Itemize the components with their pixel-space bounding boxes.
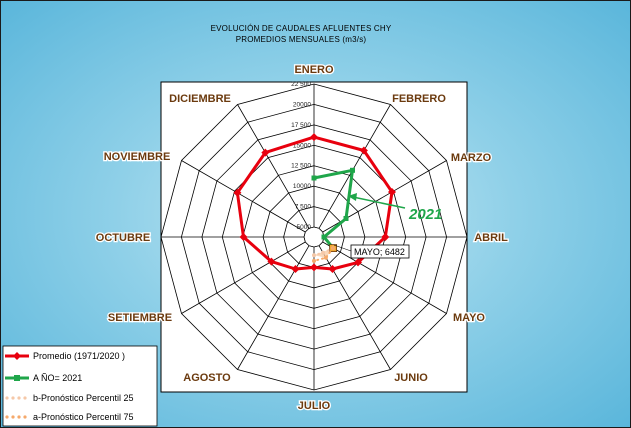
data-point <box>321 234 327 240</box>
grid-spoke <box>237 245 310 370</box>
legend-swatch-dot <box>5 396 9 400</box>
grid-spoke <box>318 104 391 229</box>
radar-grid <box>160 83 468 391</box>
data-point <box>331 246 336 251</box>
callout-leader <box>333 244 352 252</box>
category-label: ABRIL <box>474 232 508 244</box>
grid-spoke <box>181 160 306 233</box>
legend-label: b-Pronóstico Percentil 25 <box>33 393 134 403</box>
year-annotation-arrow <box>352 196 406 209</box>
radial-tick-label: 10000 <box>293 183 311 190</box>
series-4 <box>312 246 336 263</box>
data-point <box>323 255 328 260</box>
category-label: MARZO <box>451 152 492 164</box>
data-point <box>359 146 368 155</box>
legend-swatch-marker <box>13 352 21 360</box>
chart-subtitle: PROMEDIOS MENSUALES (m3/s) <box>236 35 367 44</box>
data-point <box>388 188 396 196</box>
legend-swatch-marker <box>14 375 20 381</box>
legend-swatch-dot <box>5 415 9 419</box>
data-point <box>381 233 390 241</box>
callout-box <box>350 244 410 259</box>
legend-entry: b-Pronóstico Percentil 25 <box>5 393 134 403</box>
legend-box <box>2 345 158 427</box>
grid-spoke <box>318 245 391 370</box>
grid-spoke <box>322 241 447 314</box>
legend: Promedio (1971/2020 ) A ÑO= 2021 b-Pronóst… <box>2 345 158 427</box>
data-point <box>310 263 318 272</box>
category-label: AGOSTO <box>183 372 231 384</box>
category-label: JULIO <box>298 400 331 412</box>
series-1 <box>233 133 396 273</box>
category-label: ENERO <box>294 64 334 76</box>
category-label: SETIEMBRE <box>108 312 172 324</box>
chart-title: EVOLUCIÓN DE CAUDALES AFLUENTES CHY <box>211 24 392 33</box>
radial-tick-label: 12 500 <box>291 163 311 170</box>
legend-entry: a-Pronóstico Percentil 75 <box>5 412 134 422</box>
series-layer <box>233 133 396 273</box>
legend-label: A ÑO= 2021 <box>33 373 82 383</box>
radial-tick-label: 22 500 <box>291 81 311 88</box>
callout-label: MAYO; 6482 <box>354 247 405 257</box>
data-point <box>328 265 337 273</box>
legend-label: a-Pronóstico Percentil 75 <box>33 412 134 422</box>
data-point <box>350 167 355 173</box>
radial-tick-label: 20000 <box>293 101 311 108</box>
legend-label: Promedio (1971/2020 ) <box>33 351 125 361</box>
data-point <box>312 253 316 258</box>
legend-swatch-dot <box>23 396 27 400</box>
grid-spoke <box>237 104 310 229</box>
grid-spoke <box>181 241 306 314</box>
category-label: FEBRERO <box>392 93 446 105</box>
data-point <box>343 216 349 221</box>
data-point <box>354 258 362 267</box>
legend-swatch-dot <box>17 415 21 419</box>
data-point <box>267 257 276 266</box>
legend-swatch-dot <box>23 415 27 419</box>
year-annotation-arrowhead <box>348 193 357 201</box>
data-point <box>233 188 242 197</box>
data-point <box>261 148 270 157</box>
data-point <box>239 233 248 241</box>
chart-titles: EVOLUCIÓN DE CAUDALES AFLUENTES CHY PROM… <box>211 24 392 44</box>
radial-tick-label: 17 500 <box>291 122 311 129</box>
legend-entry: Promedio (1971/2020 ) <box>5 351 125 361</box>
data-point <box>312 258 316 263</box>
data-point <box>291 265 300 273</box>
category-label: DICIEMBRE <box>169 93 231 105</box>
radial-tick-label: 15000 <box>293 142 311 149</box>
legend-swatch-dot <box>17 396 21 400</box>
radial-tick-label: 5000 <box>297 224 312 231</box>
data-point <box>321 250 326 255</box>
year-annotation: 2021 <box>348 193 442 223</box>
radial-axis-ticks: 22 500 20000 17 500 15000 12 500 10000 7 500 50… <box>291 81 311 231</box>
legend-entry: A ÑO= 2021 <box>5 373 82 383</box>
callout: MAYO; 6482 <box>333 244 410 259</box>
data-point <box>310 133 318 142</box>
category-label: JUNIO <box>394 372 428 384</box>
data-point <box>311 175 317 181</box>
radial-tick-label: 7 500 <box>295 204 312 211</box>
category-label: MAYO <box>453 312 485 324</box>
legend-swatch-dot <box>11 415 15 419</box>
legend-swatch-dot <box>11 396 15 400</box>
category-labels: ENERO FEBRERO MARZO ABRIL MAYO JUNIO JULIO AGOS… <box>95 63 510 414</box>
category-label: OCTUBRE <box>96 232 150 244</box>
category-label: NOVIEMBRE <box>104 151 171 163</box>
year-annotation-label: 2021 <box>408 206 442 223</box>
